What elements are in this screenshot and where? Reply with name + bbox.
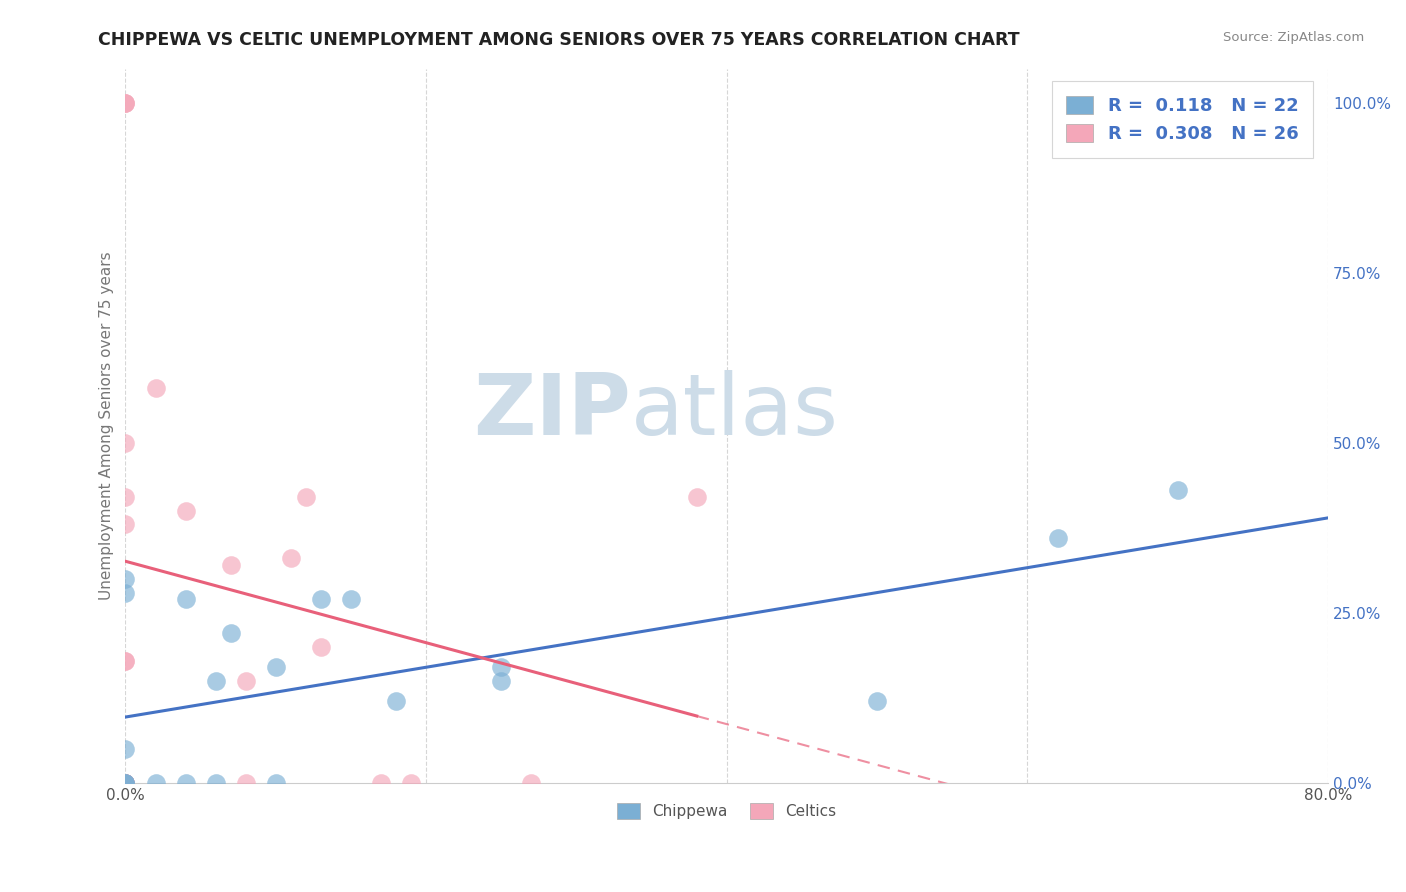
- Point: [204, 776, 226, 790]
- Point: [114, 776, 136, 790]
- Point: [280, 551, 302, 566]
- Point: [114, 776, 136, 790]
- Point: [340, 592, 363, 607]
- Point: [145, 776, 167, 790]
- Text: Source: ZipAtlas.com: Source: ZipAtlas.com: [1223, 31, 1364, 45]
- Point: [114, 776, 136, 790]
- Point: [174, 592, 197, 607]
- Point: [114, 95, 136, 110]
- Point: [114, 654, 136, 668]
- Text: atlas: atlas: [631, 370, 838, 453]
- Point: [385, 694, 408, 708]
- Point: [114, 517, 136, 532]
- Point: [520, 776, 543, 790]
- Point: [686, 490, 709, 504]
- Point: [264, 776, 287, 790]
- Point: [114, 95, 136, 110]
- Point: [235, 673, 257, 688]
- Point: [491, 673, 513, 688]
- Text: CHIPPEWA VS CELTIC UNEMPLOYMENT AMONG SENIORS OVER 75 YEARS CORRELATION CHART: CHIPPEWA VS CELTIC UNEMPLOYMENT AMONG SE…: [98, 31, 1019, 49]
- Point: [399, 776, 422, 790]
- Point: [370, 776, 392, 790]
- Point: [114, 742, 136, 756]
- Point: [114, 654, 136, 668]
- Point: [114, 490, 136, 504]
- Point: [114, 435, 136, 450]
- Point: [1046, 531, 1069, 545]
- Point: [219, 626, 242, 640]
- Point: [204, 673, 226, 688]
- Point: [114, 776, 136, 790]
- Point: [235, 776, 257, 790]
- Point: [114, 585, 136, 599]
- Point: [491, 660, 513, 674]
- Point: [114, 776, 136, 790]
- Point: [309, 640, 332, 654]
- Point: [114, 776, 136, 790]
- Point: [114, 776, 136, 790]
- Legend: Chippewa, Celtics: Chippewa, Celtics: [610, 797, 842, 825]
- Point: [174, 776, 197, 790]
- Text: ZIP: ZIP: [472, 370, 631, 453]
- Point: [264, 660, 287, 674]
- Point: [114, 572, 136, 586]
- Point: [866, 694, 889, 708]
- Point: [219, 558, 242, 573]
- Point: [309, 592, 332, 607]
- Point: [174, 504, 197, 518]
- Point: [295, 490, 318, 504]
- Point: [114, 776, 136, 790]
- Y-axis label: Unemployment Among Seniors over 75 years: Unemployment Among Seniors over 75 years: [100, 252, 114, 600]
- Point: [1167, 483, 1189, 498]
- Point: [145, 381, 167, 395]
- Point: [114, 776, 136, 790]
- Point: [114, 95, 136, 110]
